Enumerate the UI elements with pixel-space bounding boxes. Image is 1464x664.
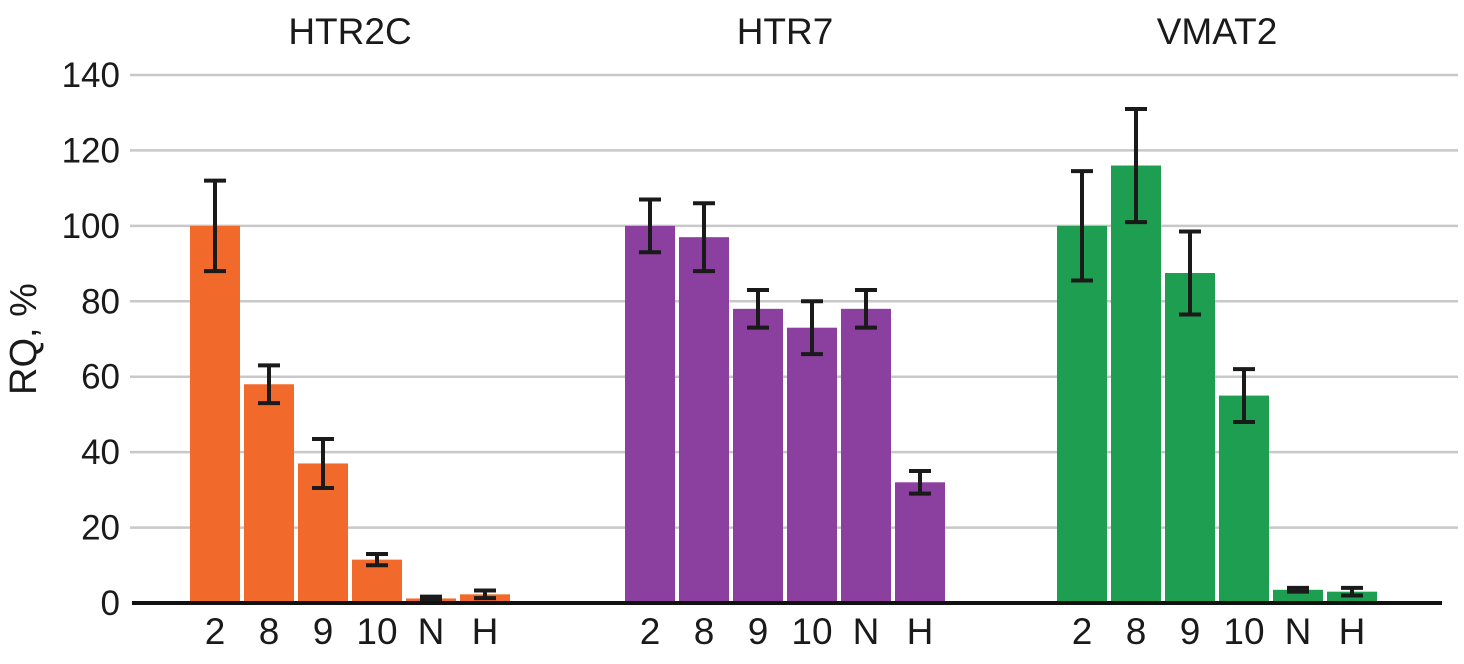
bar-HTR7-9 — [733, 308, 783, 603]
x-tick-label-HTR2C-8: 8 — [259, 611, 280, 652]
x-tick-label-HTR7-N: N — [853, 611, 880, 652]
bar-HTR7-2 — [625, 225, 675, 603]
x-tick-label-HTR2C-2: 2 — [205, 611, 226, 652]
x-tick-label-HTR2C-H: H — [472, 611, 499, 652]
y-tick-label-0: 0 — [101, 584, 120, 623]
y-tick-label-120: 120 — [62, 131, 120, 170]
x-tick-label-VMAT2-8: 8 — [1126, 611, 1147, 652]
bar-HTR2C-2 — [190, 225, 240, 603]
group-title-HTR2C: HTR2C — [288, 11, 411, 52]
x-tick-label-VMAT2-9: 9 — [1180, 611, 1201, 652]
x-tick-label-HTR2C-N: N — [418, 611, 445, 652]
x-tick-label-HTR7-2: 2 — [640, 611, 661, 652]
y-tick-label-140: 140 — [62, 56, 120, 95]
x-tick-label-VMAT2-N: N — [1285, 611, 1312, 652]
x-tick-label-HTR7-9: 9 — [748, 611, 769, 652]
x-tick-label-VMAT2-10: 10 — [1223, 611, 1264, 652]
y-tick-label-80: 80 — [81, 282, 120, 321]
y-axis-label: RQ, % — [3, 283, 45, 395]
bar-VMAT2-9 — [1165, 273, 1215, 603]
y-tick-label-40: 40 — [81, 433, 120, 472]
x-tick-label-HTR2C-10: 10 — [356, 611, 397, 652]
x-tick-label-VMAT2-H: H — [1339, 611, 1366, 652]
x-tick-label-HTR7-H: H — [907, 611, 934, 652]
bar-VMAT2-10 — [1219, 395, 1269, 603]
x-tick-label-HTR2C-9: 9 — [313, 611, 334, 652]
bar-VMAT2-N — [1273, 589, 1323, 603]
bar-VMAT2-8 — [1111, 165, 1161, 603]
group-title-VMAT2: VMAT2 — [1157, 11, 1278, 52]
bar-HTR7-N — [841, 308, 891, 603]
x-tick-label-VMAT2-2: 2 — [1072, 611, 1093, 652]
bar-HTR7-H — [895, 482, 945, 603]
bar-VMAT2-2 — [1057, 225, 1107, 603]
bar-HTR2C-8 — [244, 384, 294, 603]
bar-HTR7-8 — [679, 237, 729, 603]
y-tick-label-100: 100 — [62, 207, 120, 246]
y-tick-label-60: 60 — [81, 358, 120, 397]
x-tick-label-HTR7-8: 8 — [694, 611, 715, 652]
y-tick-label-20: 20 — [81, 509, 120, 548]
x-tick-label-HTR7-10: 10 — [791, 611, 832, 652]
group-title-HTR7: HTR7 — [737, 11, 834, 52]
bar-HTR7-10 — [787, 327, 837, 603]
